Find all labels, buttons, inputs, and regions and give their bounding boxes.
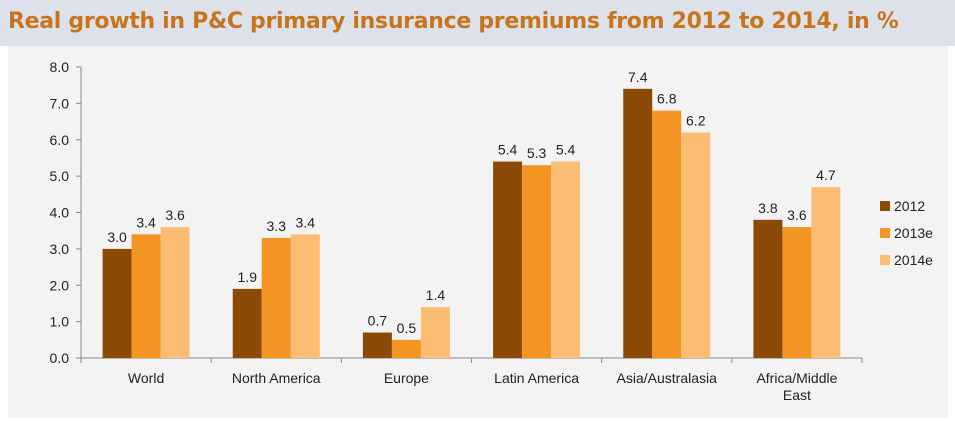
category-label: Africa/Middle [756,370,837,386]
bar-2012 [623,88,653,358]
data-label: 3.0 [107,229,127,245]
bar-2012 [753,219,783,358]
data-label: 0.7 [368,313,388,329]
bar-2013e [261,237,291,358]
data-label: 1.4 [426,287,446,303]
legend-label: 2012 [894,198,925,214]
chart-title: Real growth in P&C primary insurance pre… [8,9,899,34]
bar-2012 [232,288,262,358]
data-label: 3.6 [165,207,185,223]
data-label: 7.4 [628,69,648,85]
bar-2014e [811,187,841,358]
bar-2014e [290,234,320,358]
data-label: 6.8 [657,91,677,107]
bar-2013e [652,110,682,359]
bar-2014e [420,307,450,358]
data-label: 3.4 [296,214,316,230]
data-label: 6.2 [686,112,706,128]
category-label: World [128,370,164,386]
bar-2014e [160,227,190,358]
data-label: 3.6 [787,207,807,223]
data-label: 0.5 [397,320,417,336]
bar-2014e [551,161,581,358]
data-label: 1.9 [238,269,258,285]
data-label: 5.3 [527,145,547,161]
y-tick-label: 5.0 [50,168,70,184]
bar-2012 [362,332,392,358]
category-label: East [783,387,811,403]
legend-label: 2014e [894,252,933,268]
title-bar: Real growth in P&C primary insurance pre… [0,0,955,46]
data-label: 3.3 [267,218,287,234]
data-label: 4.7 [816,167,836,183]
y-tick-label: 0.0 [50,350,70,366]
category-label: Asia/Australasia [617,370,718,386]
bar-2014e [681,132,711,358]
bar-2013e [391,339,421,358]
y-tick-label: 4.0 [50,205,70,221]
data-label: 5.4 [498,142,518,158]
y-tick-label: 6.0 [50,132,70,148]
category-label: Europe [384,370,429,386]
legend-swatch-2014e [880,255,890,265]
y-tick-label: 7.0 [50,95,70,111]
data-label: 3.4 [136,214,156,230]
category-label: North America [232,370,321,386]
legend-swatch-2012 [880,201,890,211]
y-tick-label: 8.0 [50,59,70,75]
category-label: Latin America [494,370,579,386]
bar-2013e [782,227,812,358]
legend-swatch-2013e [880,228,890,238]
y-tick-label: 1.0 [50,314,70,330]
legend-label: 2013e [894,225,933,241]
y-tick-label: 3.0 [50,241,70,257]
data-label: 5.4 [556,142,576,158]
data-label: 3.8 [758,200,778,216]
bar-2012 [493,161,523,358]
bar-2012 [102,248,132,358]
y-tick-label: 2.0 [50,277,70,293]
bar-2013e [131,234,161,358]
bar-2013e [522,165,552,358]
